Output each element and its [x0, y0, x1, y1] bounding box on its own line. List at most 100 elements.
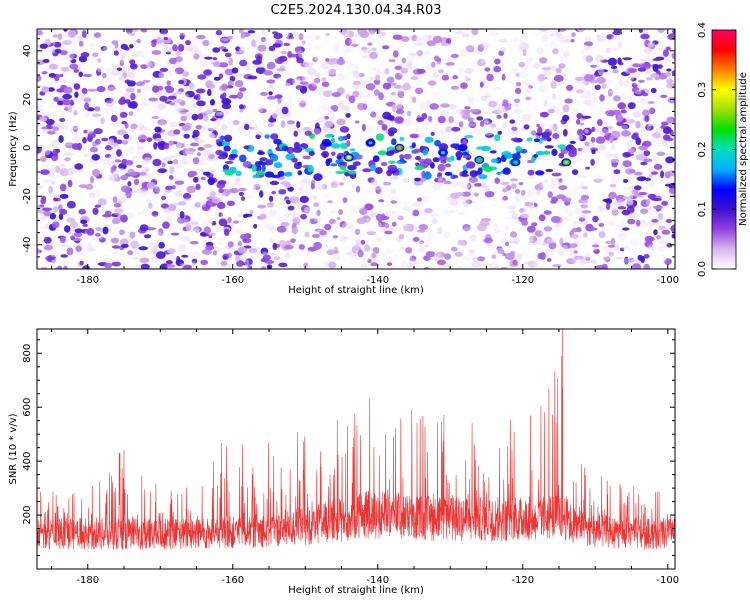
- heatmap-cell: [467, 117, 474, 123]
- heatmap-cell: [350, 259, 358, 267]
- heatmap-cell: [487, 244, 495, 251]
- heatmap-cell: [492, 109, 501, 116]
- heatmap-cell: [213, 154, 219, 160]
- heatmap-cell: [415, 162, 420, 167]
- heatmap-cell: [207, 128, 215, 132]
- heatmap-cell: [496, 247, 505, 254]
- heatmap-cell: [172, 159, 179, 165]
- heatmap-cell: [116, 67, 123, 71]
- heatmap-cell: [622, 227, 630, 231]
- heatmap-cell: [286, 120, 296, 125]
- heatmap-cell: [147, 41, 153, 48]
- heatmap-cell: [63, 86, 73, 95]
- heatmap-cell: [59, 163, 66, 167]
- heatmap-cell: [537, 29, 544, 35]
- heatmap-cell: [102, 226, 109, 235]
- heatmap-cell: [110, 166, 116, 174]
- heatmap-cell: [217, 180, 227, 185]
- heatmap-cell: [650, 136, 657, 143]
- heatmap-cell: [126, 29, 133, 35]
- heatmap-cell: [212, 108, 218, 113]
- heatmap-cell: [469, 234, 477, 241]
- heatmap-cell: [314, 35, 321, 41]
- heatmap-cell: [581, 101, 589, 105]
- heatmap-cell: [497, 130, 503, 135]
- heatmap-cell: [527, 190, 533, 198]
- heatmap-cell: [484, 67, 491, 72]
- heatmap-cell: [188, 218, 198, 227]
- heatmap-cell: [544, 236, 553, 244]
- heatmap-cell: [162, 221, 170, 229]
- heatmap-cell: [308, 83, 317, 91]
- heatmap-cell: [626, 205, 635, 214]
- heatmap-cell: [445, 126, 453, 132]
- heatmap-cell: [668, 79, 674, 83]
- heatmap-cell: [492, 110, 502, 114]
- heatmap-cell: [292, 78, 302, 86]
- heatmap-cell: [146, 137, 153, 143]
- heatmap-cell: [553, 74, 564, 82]
- heatmap-cell: [624, 79, 630, 87]
- heatmap-cell: [424, 136, 434, 143]
- heatmap-cell: [188, 44, 199, 53]
- heatmap-cell: [339, 221, 347, 228]
- heatmap-cell: [552, 123, 558, 132]
- heatmap-cell: [165, 46, 173, 54]
- heatmap-cell: [621, 71, 630, 77]
- heatmap-cell: [121, 53, 126, 60]
- heatmap-cell: [277, 170, 285, 177]
- heatmap-cell: [581, 115, 592, 119]
- heatmap-cell: [416, 49, 424, 57]
- heatmap-cell: [666, 116, 674, 124]
- heatmap-cell: [608, 110, 615, 117]
- heatmap-cell: [562, 50, 570, 59]
- heatmap-cell: [268, 195, 274, 202]
- heatmap-cell: [296, 98, 306, 104]
- heatmap-cell: [646, 206, 653, 211]
- heatmap-cell: [519, 208, 525, 213]
- heatmap-cell: [116, 149, 122, 157]
- heatmap-cell: [308, 151, 315, 156]
- heatmap-cell: [101, 137, 109, 142]
- heatmap-cell: [279, 55, 288, 62]
- heatmap-cell: [364, 203, 374, 211]
- heatmap-cell: [169, 175, 174, 180]
- heatmap-cell: [496, 171, 502, 175]
- heatmap-cell: [303, 206, 310, 214]
- heatmap-cell: [195, 88, 206, 94]
- heatmap-cell: [261, 30, 267, 36]
- heatmap-cell: [118, 106, 125, 112]
- heatmap-cell: [157, 119, 167, 126]
- heatmap-cell: [353, 81, 361, 85]
- heatmap-cell: [527, 260, 536, 268]
- heatmap-cell: [580, 95, 585, 99]
- heatmap-cell: [578, 134, 587, 142]
- heatmap-cell: [539, 111, 549, 118]
- heatmap-cell: [315, 87, 325, 96]
- heatmap-cell: [598, 231, 606, 239]
- heatmap-cell: [469, 170, 478, 178]
- heatmap-cell: [543, 226, 553, 232]
- heatmap-cell: [533, 138, 540, 143]
- heatmap-cell: [535, 170, 545, 176]
- heatmap-cell: [297, 170, 303, 176]
- heatmap-cell: [275, 102, 284, 110]
- heatmap-cell: [154, 137, 164, 142]
- heatmap-cell: [278, 189, 287, 195]
- heatmap-cell: [402, 223, 413, 232]
- heatmap-cell: [229, 166, 237, 174]
- heatmap-cell: [267, 123, 274, 127]
- heatmap-cell: [209, 126, 218, 131]
- heatmap-cell: [200, 126, 207, 130]
- heatmap-cell: [398, 233, 405, 240]
- heatmap-cell: [262, 251, 267, 255]
- heatmap-cell: [449, 56, 457, 63]
- heatmap-cell: [362, 168, 372, 173]
- heatmap-cell: [301, 75, 308, 83]
- heatmap-cell: [562, 104, 570, 113]
- heatmap-cell: [649, 107, 656, 115]
- heatmap-cell: [204, 56, 213, 60]
- heatmap-cell: [42, 207, 53, 212]
- heatmap-cell: [257, 151, 265, 156]
- heatmap-cell: [263, 32, 269, 36]
